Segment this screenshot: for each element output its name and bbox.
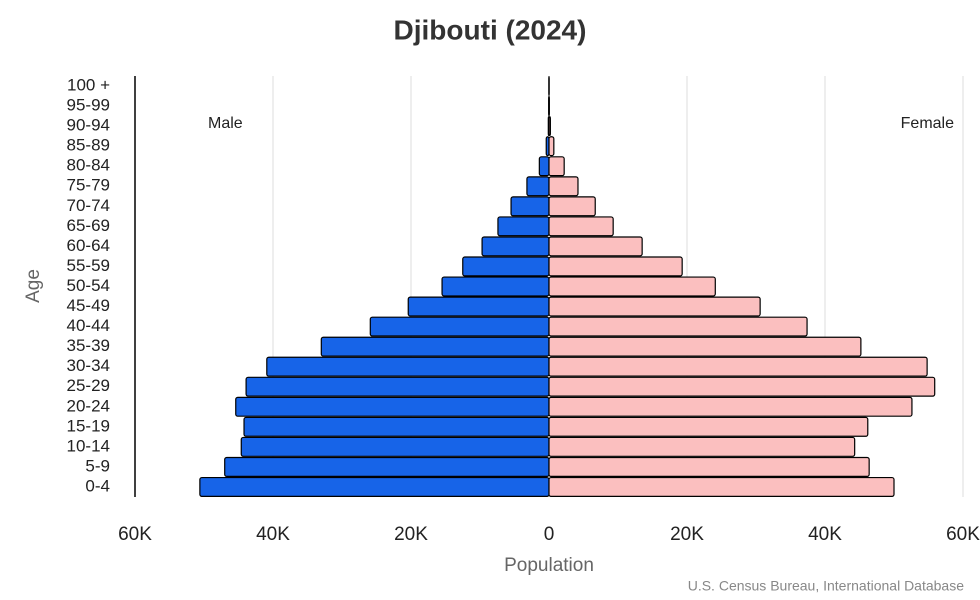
y-tick-label: 30-34: [67, 356, 110, 375]
bar: [548, 336, 862, 357]
legend-label: Female: [901, 115, 954, 132]
bar: [462, 256, 550, 277]
bar: [224, 456, 550, 477]
y-tick-label: 75-79: [67, 176, 110, 195]
y-tick-label: 45-49: [67, 296, 110, 315]
bar: [548, 316, 808, 337]
bar: [407, 296, 550, 317]
y-tick-label: 65-69: [67, 216, 110, 235]
x-tick-label: 60K: [946, 524, 980, 545]
bar: [548, 376, 936, 397]
bar: [548, 456, 870, 477]
bar: [548, 256, 683, 277]
y-tick-label: 70-74: [67, 196, 110, 215]
chart-title: Djibouti (2024): [394, 14, 587, 45]
bar: [548, 436, 856, 457]
bar: [538, 156, 550, 177]
y-tick-label: 0-4: [85, 476, 110, 495]
bar: [369, 316, 550, 337]
y-tick-label: 35-39: [67, 336, 110, 355]
bar: [548, 476, 895, 497]
x-axis-label: Population: [504, 555, 594, 576]
bar: [548, 276, 716, 297]
bar: [235, 396, 550, 417]
bar: [199, 476, 550, 497]
bar: [526, 176, 550, 197]
y-tick-label: 90-94: [67, 116, 110, 135]
y-tick-label: 100 +: [67, 76, 110, 95]
y-tick-label: 10-14: [67, 436, 110, 455]
bar: [548, 116, 551, 137]
x-tick-label: 20K: [394, 524, 428, 545]
bar: [548, 396, 913, 417]
bar: [548, 416, 869, 437]
bar: [320, 336, 550, 357]
bar: [548, 196, 596, 217]
bar: [441, 276, 550, 297]
bar: [266, 356, 550, 377]
y-tick-label: 60-64: [67, 236, 110, 255]
bar: [240, 436, 550, 457]
x-tick-label: 0: [544, 524, 555, 545]
y-tick-label: 5-9: [85, 456, 110, 475]
bar: [548, 156, 565, 177]
x-tick-label: 20K: [670, 524, 704, 545]
legend-label: Male: [208, 115, 243, 132]
y-tick-label: 80-84: [67, 156, 110, 175]
bar: [510, 196, 550, 217]
x-tick-label: 40K: [808, 524, 842, 545]
bar: [548, 236, 643, 257]
y-tick-label: 55-59: [67, 256, 110, 275]
bar: [548, 136, 555, 157]
x-tick-label: 40K: [256, 524, 290, 545]
y-axis-label: Age: [23, 269, 44, 303]
y-tick-label: 20-24: [67, 396, 110, 415]
y-tick-label: 25-29: [67, 376, 110, 395]
bar: [245, 376, 550, 397]
x-tick-label: 60K: [118, 524, 152, 545]
bar: [548, 216, 614, 237]
bar: [548, 356, 928, 377]
y-tick-label: 15-19: [67, 416, 110, 435]
y-tick-label: 50-54: [67, 276, 110, 295]
bar: [497, 216, 550, 237]
bar: [548, 176, 579, 197]
bar: [548, 296, 761, 317]
source-note: U.S. Census Bureau, International Databa…: [688, 578, 964, 594]
bar: [243, 416, 550, 437]
bar: [481, 236, 550, 257]
y-tick-label: 40-44: [67, 316, 110, 335]
y-tick-label: 85-89: [67, 136, 110, 155]
y-tick-label: 95-99: [67, 96, 110, 115]
